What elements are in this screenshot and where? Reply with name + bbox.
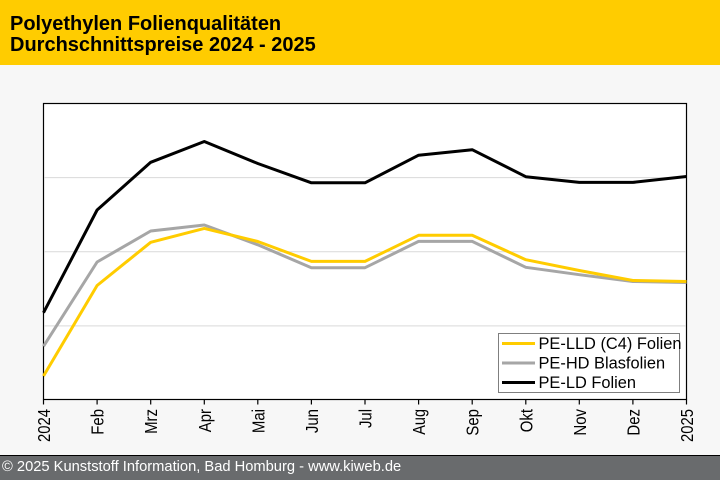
svg-text:PE-HD Blasfolien: PE-HD Blasfolien: [539, 355, 666, 373]
svg-text:Mai: Mai: [248, 409, 268, 433]
svg-text:Apr: Apr: [195, 409, 215, 432]
svg-text:Feb: Feb: [88, 409, 108, 435]
svg-text:Nov: Nov: [570, 409, 590, 436]
svg-text:Jun: Jun: [302, 409, 322, 433]
svg-text:2025: 2025: [677, 409, 697, 442]
svg-text:Okt: Okt: [516, 409, 536, 432]
svg-text:PE-LLD (C4) Folien: PE-LLD (C4) Folien: [539, 335, 682, 353]
svg-text:Sep: Sep: [463, 409, 483, 436]
svg-text:2024: 2024: [34, 409, 54, 442]
svg-text:Jul: Jul: [356, 409, 376, 428]
svg-text:Aug: Aug: [409, 409, 429, 435]
svg-text:Dez: Dez: [623, 409, 643, 436]
svg-text:PE-LD Folien: PE-LD Folien: [539, 374, 636, 392]
svg-text:Mrz: Mrz: [141, 409, 161, 434]
